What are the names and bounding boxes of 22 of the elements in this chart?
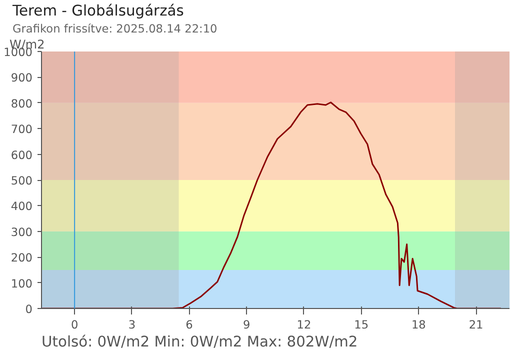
y-axis-title: W/m2 <box>10 38 45 52</box>
y-tick-label: 400 <box>10 199 33 214</box>
y-tick-label: 0 <box>25 302 33 316</box>
chart-title: Terem - Globálsugárzás <box>12 2 184 20</box>
y-tick-label: 100 <box>10 276 33 290</box>
y-tick-label: 500 <box>10 174 33 188</box>
x-tick-label: 3 <box>128 318 136 332</box>
x-tick-label: 18 <box>411 318 426 332</box>
x-tick-label: 15 <box>354 318 369 332</box>
x-tick-label: 21 <box>468 318 484 332</box>
x-tick-label: 12 <box>296 318 312 332</box>
y-tick-label: 700 <box>10 122 33 136</box>
x-tick-label: 9 <box>243 318 250 332</box>
y-tick-label: 600 <box>10 148 33 162</box>
y-tick-label: 200 <box>10 250 33 265</box>
x-tick-label: 6 <box>186 318 193 332</box>
y-tick-label: 900 <box>10 70 33 85</box>
chart-subtitle: Grafikon frissítve: 2025.08.14 22:10 <box>12 22 218 36</box>
x-tick-label: 0 <box>70 318 78 332</box>
text: Utolsó: 0W/m2 Min: 0W/m2 Max: 802W/m2 <box>42 334 358 350</box>
y-tick-label: 300 <box>10 224 33 239</box>
y-tick-label: 800 <box>10 96 33 110</box>
